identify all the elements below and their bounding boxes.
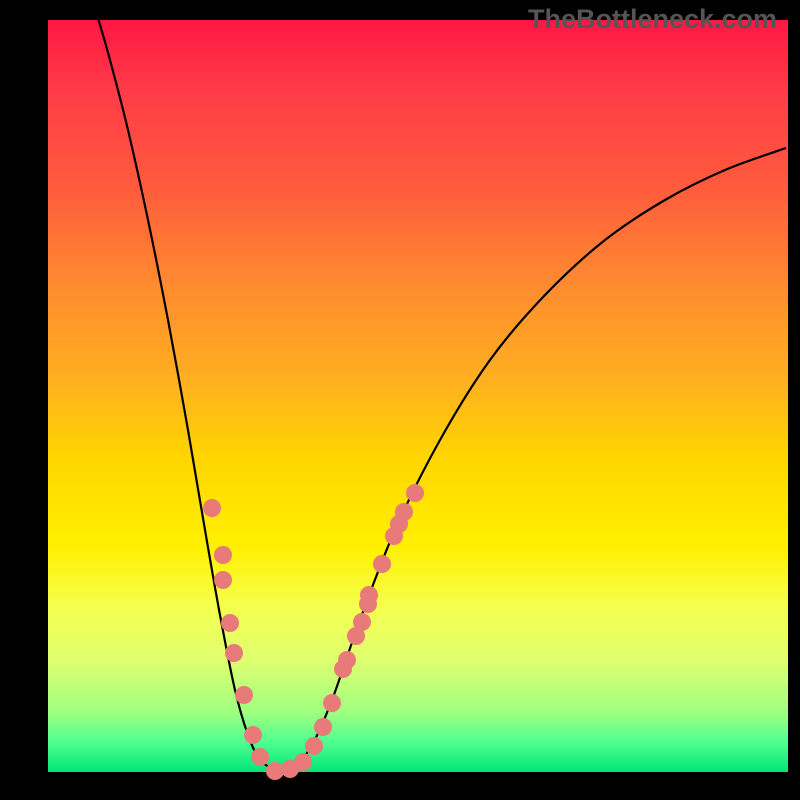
- plot-gradient-background: [48, 20, 788, 772]
- watermark-text: TheBottleneck.com: [528, 4, 777, 35]
- chart-container: TheBottleneck.com: [0, 0, 800, 800]
